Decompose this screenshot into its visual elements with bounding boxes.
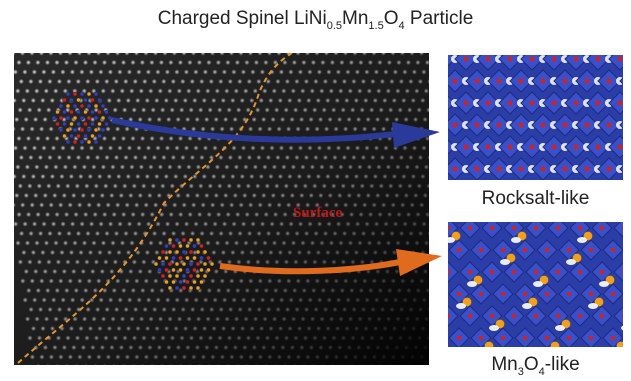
mn3o4-structure-panel: [448, 222, 623, 347]
mn3o4-label: Mn3O4-like: [491, 354, 580, 378]
stem-image: [14, 53, 429, 365]
rocksalt-atom-cluster: [51, 91, 113, 145]
rocksalt-label: Rocksalt-like: [481, 188, 590, 209]
figure-title: Charged Spinel LiNi0.5Mn1.5O4 Particle: [157, 8, 474, 32]
surface-boundary-line: [17, 53, 293, 364]
surface-label: Surface: [293, 205, 343, 221]
rocksalt-structure-panel: [448, 55, 623, 180]
spinel-atom-cluster: [153, 237, 215, 291]
